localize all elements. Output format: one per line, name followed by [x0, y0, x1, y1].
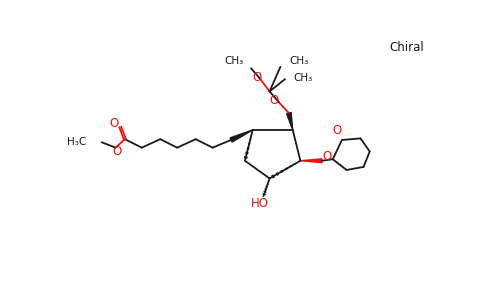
Text: O: O: [252, 71, 261, 84]
Text: O: O: [112, 145, 122, 158]
Polygon shape: [301, 159, 322, 163]
Text: O: O: [109, 116, 119, 130]
Text: CH₃: CH₃: [224, 56, 243, 66]
Text: H₃C: H₃C: [67, 137, 86, 147]
Text: O: O: [322, 150, 331, 164]
Text: O: O: [333, 124, 342, 137]
Polygon shape: [287, 112, 293, 130]
Text: Chiral: Chiral: [389, 41, 424, 54]
Text: CH₃: CH₃: [294, 73, 313, 82]
Text: CH₃: CH₃: [289, 56, 308, 66]
Polygon shape: [230, 130, 253, 142]
Text: HO: HO: [251, 197, 270, 210]
Text: O: O: [270, 94, 279, 107]
